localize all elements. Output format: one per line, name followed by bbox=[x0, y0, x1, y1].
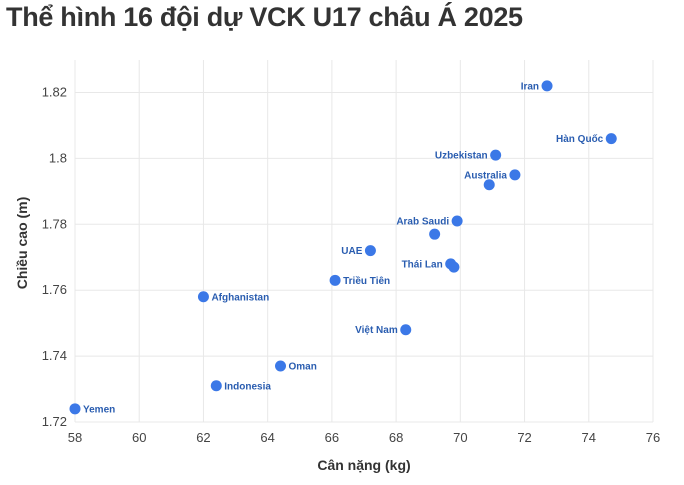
point-label: Uzbekistan bbox=[435, 151, 488, 162]
data-point bbox=[400, 324, 412, 336]
y-tick-labels: 1.72 1.74 1.76 1.78 1.8 1.82 bbox=[42, 85, 67, 430]
chart-title: Thể hình 16 đội dự VCK U17 châu Á 2025 bbox=[6, 2, 523, 32]
x-tick-label: 68 bbox=[389, 430, 403, 445]
x-tick-label: 66 bbox=[325, 430, 339, 445]
data-point bbox=[483, 179, 495, 191]
point-label: Arab Saudi bbox=[396, 217, 449, 228]
data-point bbox=[210, 380, 222, 392]
data-point bbox=[429, 228, 441, 240]
x-tick-labels: 58 60 62 64 66 68 70 72 74 76 bbox=[68, 430, 660, 445]
point-label: Thái Lan bbox=[402, 259, 443, 270]
y-tick-label: 1.78 bbox=[42, 216, 67, 231]
data-point bbox=[197, 291, 209, 303]
point-label: Indonesia bbox=[224, 381, 271, 392]
x-tick-label: 76 bbox=[646, 430, 660, 445]
data-point bbox=[605, 133, 617, 145]
point-label: Việt Nam bbox=[355, 325, 398, 336]
y-tick-label: 1.8 bbox=[49, 150, 67, 165]
x-tick-label: 64 bbox=[260, 430, 274, 445]
point-label: Triều Tiên bbox=[343, 275, 390, 287]
data-point bbox=[451, 215, 463, 227]
y-tick-label: 1.82 bbox=[42, 85, 67, 100]
grid-lines bbox=[74, 60, 654, 423]
data-point bbox=[541, 80, 553, 92]
x-tick-label: 70 bbox=[453, 430, 467, 445]
x-tick-label: 60 bbox=[132, 430, 146, 445]
x-axis-label: Cân nặng (kg) bbox=[317, 457, 410, 473]
x-tick-label: 74 bbox=[582, 430, 596, 445]
point-label: Hàn Quốc bbox=[556, 133, 604, 145]
data-point bbox=[69, 403, 81, 415]
data-point bbox=[364, 245, 376, 257]
data-point bbox=[448, 261, 460, 273]
data-point bbox=[490, 149, 502, 161]
point-label: Oman bbox=[289, 361, 317, 372]
data-points bbox=[69, 80, 617, 415]
point-labels: Iran Hàn Quốc Uzbekistan Australia Arab Saud… bbox=[83, 81, 604, 415]
x-tick-label: 58 bbox=[68, 430, 82, 445]
data-point bbox=[329, 274, 341, 286]
y-tick-label: 1.76 bbox=[42, 282, 67, 297]
x-tick-label: 62 bbox=[196, 430, 210, 445]
point-label: Afghanistan bbox=[211, 292, 269, 303]
x-tick-label: 72 bbox=[517, 430, 531, 445]
point-label: Yemen bbox=[83, 404, 115, 415]
y-tick-label: 1.72 bbox=[42, 414, 67, 429]
point-label: Australia bbox=[464, 170, 507, 181]
y-axis-label: Chiều cao (m) bbox=[14, 197, 30, 290]
data-point bbox=[275, 360, 287, 372]
point-label: Iran bbox=[521, 81, 539, 92]
data-point bbox=[509, 169, 521, 181]
point-label: UAE bbox=[341, 246, 362, 257]
y-tick-label: 1.74 bbox=[42, 348, 67, 363]
